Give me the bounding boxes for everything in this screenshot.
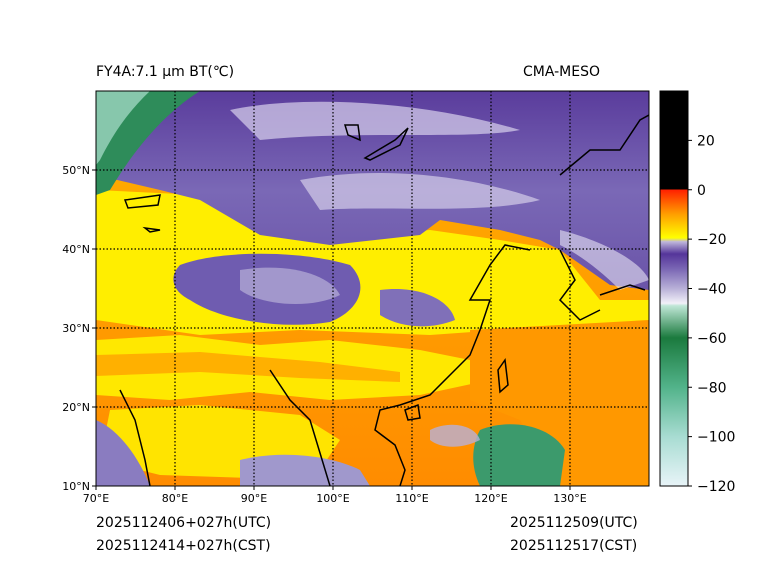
coastline-hainan [404, 403, 421, 421]
lon-tick-label: 130°E [553, 492, 586, 505]
init-time-cst: 2025112414+027h(CST) [96, 538, 271, 554]
plot-title: FY4A:7.1 µm BT(℃) [96, 64, 234, 80]
colorbar-tick-label: −40 [697, 282, 727, 298]
white-streak-3 [560, 230, 649, 290]
colorbar-tick-label: 0 [697, 183, 706, 199]
lat-tick-label: 30°N [62, 322, 90, 335]
lavender-cloud-tibet [240, 267, 340, 305]
colorbar: 20 0 −20 −40 −60 −80 −100 −120 [659, 90, 735, 495]
purple-cloud-east-china [380, 289, 455, 327]
satellite-map [96, 91, 649, 486]
cloud-scs-lavender [430, 424, 480, 447]
colorbar-tick-label: −80 [697, 380, 727, 396]
valid-time-utc: 2025112509(UTC) [510, 515, 638, 531]
cloud-south-bay [240, 454, 370, 486]
colorbar-tick-label: −120 [697, 479, 735, 495]
coastline-taiwan [497, 357, 509, 394]
lon-tick-label: 70°E [83, 492, 109, 505]
white-streak-1 [230, 101, 520, 140]
lat-tick-label: 20°N [62, 401, 90, 414]
colorbar-ticks: 20 0 −20 −40 −60 −80 −100 −120 [688, 133, 735, 495]
cloud-south-india [96, 420, 150, 486]
lon-tick-label: 100°E [316, 492, 349, 505]
orange-streak [96, 352, 400, 382]
lon-tick-label: 80°E [162, 492, 188, 505]
model-label: CMA-MESO [523, 64, 600, 80]
map-frame [95, 90, 650, 487]
axis-ticks: 70°E 80°E 90°E 100°E 110°E 120°E 130°E 10°N 20°N… [62, 164, 587, 505]
colorbar-tick-label: −20 [697, 232, 727, 248]
lat-tick-label: 40°N [62, 243, 90, 256]
colorbar-gradient [660, 91, 688, 486]
coastline-lakes [123, 124, 409, 233]
colorbar-tick-label: −100 [697, 430, 735, 446]
init-time-utc: 2025112406+027h(UTC) [96, 515, 271, 531]
green-cloud-light [96, 91, 150, 165]
lon-tick-label: 110°E [395, 492, 428, 505]
lat-tick-label: 10°N [62, 480, 90, 493]
colorbar-tick-label: 20 [697, 133, 715, 149]
cloud-philippines [473, 424, 565, 486]
gridlines [96, 91, 649, 486]
colorbar-tick-label: −60 [697, 331, 727, 347]
lon-tick-label: 90°E [241, 492, 267, 505]
orange-east [470, 320, 649, 486]
lon-tick-label: 120°E [474, 492, 507, 505]
valid-time-cst: 2025112517(CST) [510, 538, 637, 554]
coastline-china [119, 114, 649, 486]
lat-tick-label: 50°N [62, 164, 90, 177]
white-streak-2 [300, 172, 540, 210]
